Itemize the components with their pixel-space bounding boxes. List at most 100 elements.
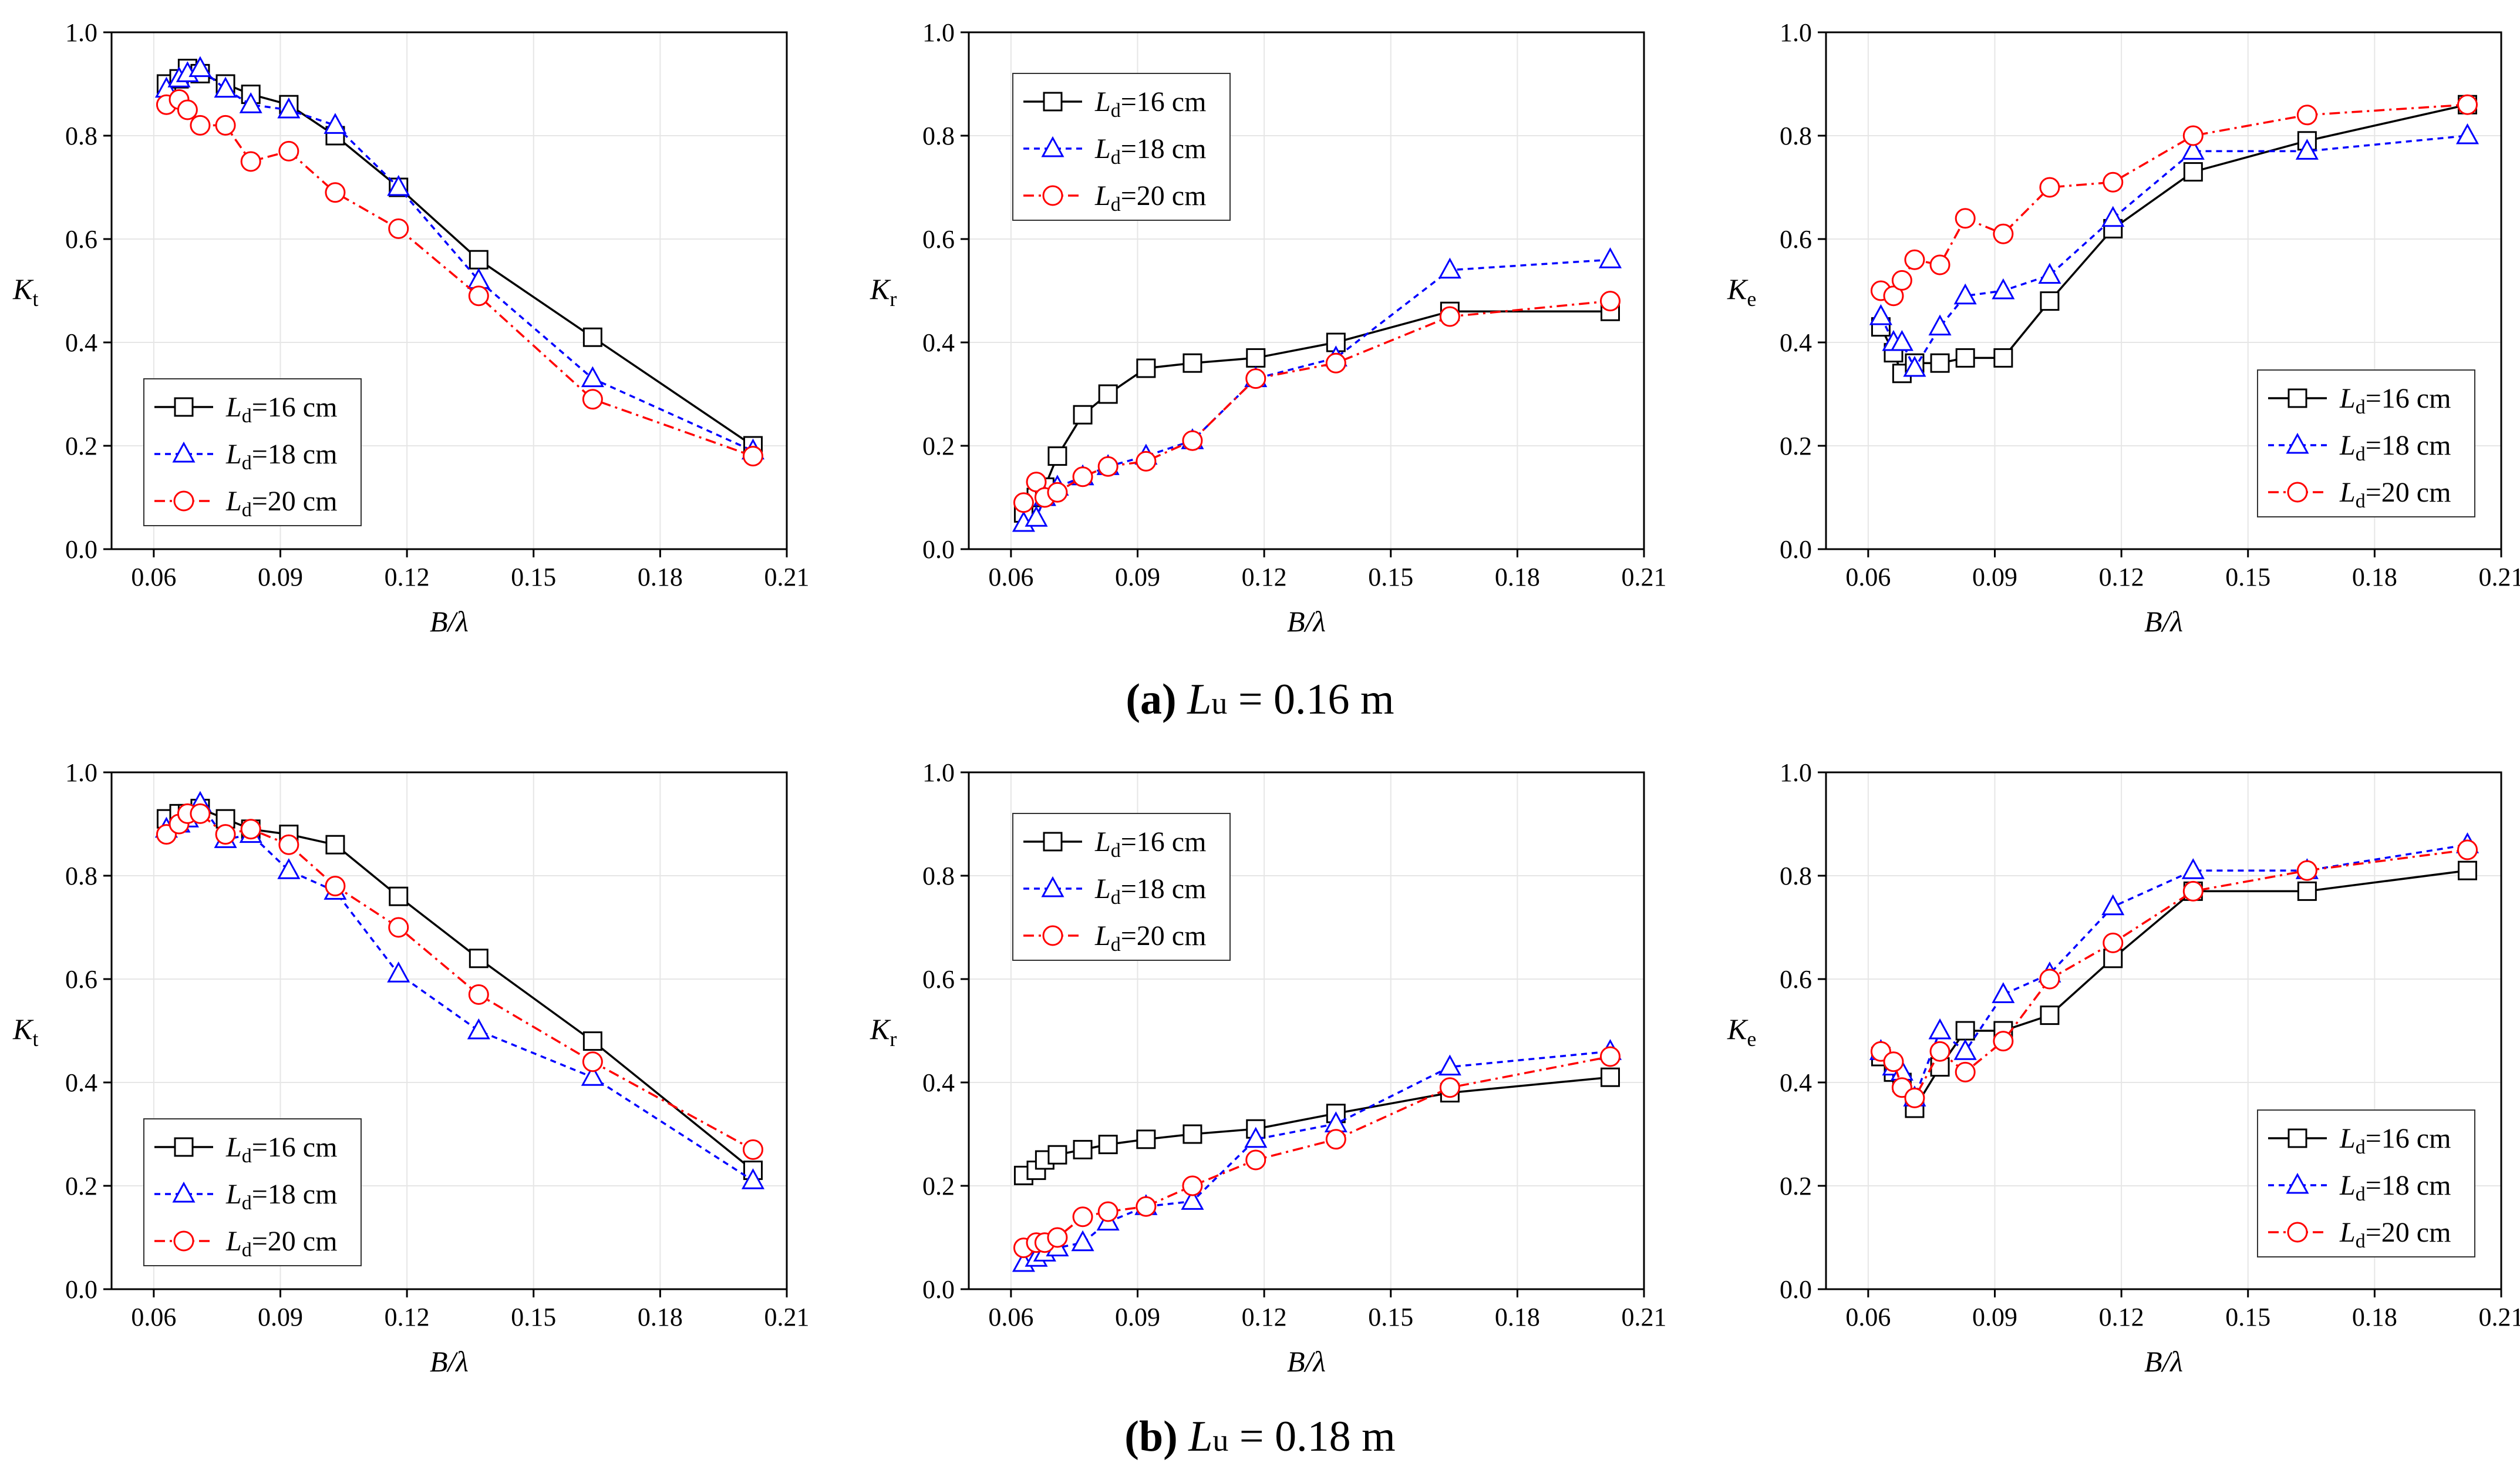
caption-subscript: u — [1212, 1423, 1228, 1458]
x-tick-label: 0.21 — [764, 1303, 810, 1331]
y-axis-subscript: t — [32, 1027, 38, 1051]
data-point-marker — [1184, 354, 1201, 372]
data-point-marker — [326, 183, 345, 202]
data-point-marker — [390, 887, 407, 905]
data-point-marker — [1099, 1202, 1117, 1221]
data-point-marker — [2184, 126, 2202, 145]
x-tick-label: 0.06 — [1845, 1303, 1891, 1331]
data-point-marker — [2104, 173, 2123, 191]
y-axis-symbol: K — [870, 1013, 891, 1045]
data-point-marker — [326, 877, 345, 896]
x-tick-label: 0.09 — [1115, 563, 1160, 591]
data-point-marker — [2298, 882, 2316, 900]
data-point-marker — [1931, 354, 1949, 372]
data-point-marker — [1995, 349, 2012, 366]
data-point-marker — [1137, 452, 1155, 470]
data-point-marker — [1184, 1125, 1201, 1143]
data-point-marker — [2458, 95, 2477, 114]
data-point-marker — [2184, 163, 2202, 181]
y-tick-label: 0.6 — [65, 965, 97, 994]
x-tick-label: 0.18 — [2352, 1303, 2397, 1331]
x-tick-label: 0.21 — [1622, 1303, 1667, 1331]
data-point-marker — [1905, 1088, 1924, 1107]
x-tick-label: 0.09 — [1972, 563, 2017, 591]
y-tick-label: 0.4 — [65, 1068, 97, 1097]
y-axis-subscript: t — [32, 287, 38, 311]
y-tick-label: 0.8 — [922, 862, 955, 890]
data-point-marker — [469, 1020, 488, 1038]
x-tick-label: 0.18 — [1495, 563, 1540, 591]
x-axis-label: B/λ — [430, 1345, 469, 1378]
data-point-marker — [1601, 292, 1620, 311]
y-tick-label: 0.8 — [1780, 862, 1812, 890]
x-axis-label: B/λ — [1287, 1345, 1326, 1378]
data-point-marker — [1930, 1020, 1950, 1038]
x-tick-label: 0.09 — [258, 563, 303, 591]
legend-value: =18 cm — [252, 1179, 338, 1210]
legend-subscript: d — [242, 405, 252, 427]
data-point-marker — [1955, 1041, 1975, 1059]
y-axis-symbol: K — [1727, 273, 1748, 305]
x-axis-label: B/λ — [430, 605, 469, 638]
caption-label: (b) — [1124, 1413, 1177, 1461]
data-point-marker — [2040, 178, 2059, 197]
series-line — [166, 809, 753, 1171]
data-point-marker — [1326, 1130, 1345, 1149]
legend-value: =16 cm — [2366, 1123, 2451, 1154]
legend-subscript: d — [1111, 840, 1121, 862]
data-point-marker — [1440, 307, 1459, 326]
legend-subscript: d — [242, 452, 252, 474]
data-point-marker — [584, 1033, 601, 1050]
legend-marker — [175, 1138, 193, 1156]
data-point-marker — [2459, 862, 2477, 879]
caption-label: (a) — [1126, 675, 1176, 724]
data-point-marker — [1956, 209, 1975, 228]
y-tick-label: 1.0 — [65, 758, 97, 787]
legend-value: =16 cm — [252, 392, 338, 423]
data-point-marker — [1014, 493, 1033, 512]
data-point-marker — [178, 100, 197, 119]
legend-symbol: L — [1094, 826, 1111, 857]
y-tick-label: 0.0 — [65, 535, 97, 564]
data-point-marker — [216, 116, 235, 134]
data-point-marker — [1930, 317, 1950, 335]
y-tick-label: 0.2 — [1780, 1172, 1812, 1200]
x-axis-label: B/λ — [1287, 605, 1326, 638]
x-tick-label: 0.12 — [1242, 1303, 1287, 1331]
data-point-marker — [1099, 1136, 1117, 1154]
caption-value: = 0.18 m — [1228, 1413, 1395, 1461]
y-tick-label: 0.8 — [1780, 122, 1812, 150]
x-tick-label: 0.21 — [764, 563, 810, 591]
legend-value: =16 cm — [1121, 86, 1207, 117]
data-point-marker — [582, 368, 602, 386]
data-point-marker — [2040, 970, 2059, 988]
legend-subscript: d — [2356, 1136, 2366, 1158]
y-tick-label: 1.0 — [922, 758, 955, 787]
y-axis-symbol: K — [12, 1013, 34, 1045]
data-point-marker — [584, 328, 601, 346]
legend-marker — [1044, 833, 1062, 850]
data-point-marker — [2040, 265, 2060, 283]
x-tick-label: 0.06 — [131, 563, 176, 591]
legend-symbol: L — [2339, 1170, 2356, 1201]
x-tick-label: 0.09 — [1115, 1303, 1160, 1331]
figure-caption: (a) Lu = 0.16 m — [1126, 675, 1394, 724]
x-tick-label: 0.12 — [2099, 1303, 2144, 1331]
data-point-marker — [241, 820, 260, 839]
data-point-marker — [279, 860, 299, 878]
legend-subscript: d — [242, 1192, 252, 1214]
data-point-marker — [1183, 1176, 1202, 1195]
legend-symbol: L — [225, 439, 242, 470]
series-line — [1023, 1077, 1610, 1175]
data-point-marker — [2458, 840, 2477, 859]
series-line — [1023, 1051, 1610, 1263]
y-axis-subscript: e — [1747, 287, 1756, 311]
x-tick-label: 0.06 — [1845, 563, 1891, 591]
y-tick-label: 0.2 — [922, 432, 955, 460]
legend-symbol: L — [1094, 133, 1111, 164]
y-tick-label: 0.4 — [1780, 1068, 1812, 1097]
legend-subscript: d — [242, 1145, 252, 1167]
data-point-marker — [1601, 249, 1621, 267]
